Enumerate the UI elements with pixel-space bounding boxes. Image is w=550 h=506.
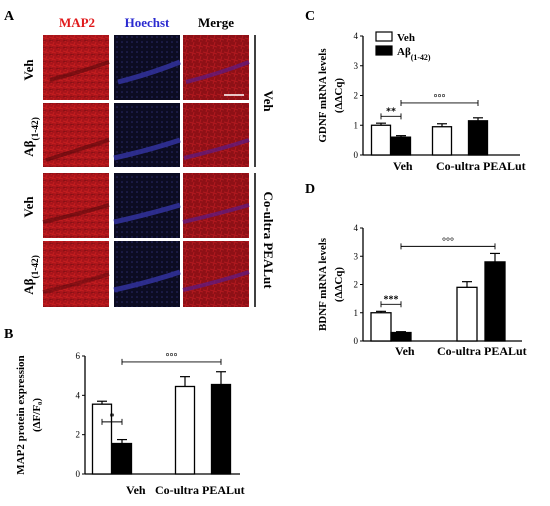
panel-letter-d: D bbox=[305, 182, 315, 197]
y-tick-label: 4 bbox=[354, 31, 359, 41]
bar bbox=[111, 442, 133, 475]
group-label: Co-ultra PEALut bbox=[436, 159, 526, 173]
row-label-2: Aβ(1-42) bbox=[21, 117, 41, 157]
group-label: Veh bbox=[393, 159, 413, 173]
legend-label: Veh bbox=[397, 32, 415, 44]
group-label-veh: Veh bbox=[261, 90, 276, 112]
group-label: Veh bbox=[126, 483, 146, 497]
bar bbox=[174, 385, 196, 475]
group-label: Co-ultra PEALut bbox=[437, 344, 527, 358]
y-tick-label: 2 bbox=[354, 280, 359, 290]
y-tick-label: 4 bbox=[354, 223, 359, 233]
significance-marker: *** bbox=[384, 294, 399, 305]
header-merge: Merge bbox=[198, 15, 234, 30]
header-hoechst: Hoechst bbox=[125, 15, 170, 30]
significance-marker: °°° bbox=[434, 93, 446, 104]
y-axis-label-unit: (ΔΔCq) bbox=[333, 78, 345, 114]
bar bbox=[370, 124, 392, 156]
bar bbox=[390, 136, 412, 156]
y-tick-label: 4 bbox=[76, 390, 81, 400]
legend-label: Aβ(1-42) bbox=[397, 46, 431, 62]
bar bbox=[431, 126, 453, 156]
legend-swatch bbox=[375, 31, 393, 42]
y-tick-label: 0 bbox=[354, 150, 359, 160]
micrograph-hoechst-veh-coultra bbox=[114, 173, 180, 238]
micrograph-merge-veh-coultra bbox=[183, 173, 249, 238]
bar bbox=[456, 286, 478, 342]
header-map2: MAP2 bbox=[59, 15, 95, 30]
chart-map2: 0 2 4 6 MAP2 protein expression (ΔF/F₀) * °°° Ve… bbox=[15, 351, 245, 497]
chart-bdnf: 0 1 2 3 4 BDNF mRNA levels (ΔΔCq) *** °°° Veh Co-u… bbox=[317, 223, 527, 358]
bar bbox=[467, 120, 489, 156]
significance-marker: ** bbox=[386, 106, 396, 117]
y-axis-label: GDNF mRNA levels bbox=[317, 48, 329, 143]
bar bbox=[390, 331, 412, 342]
chart-gdnf: 0 1 2 3 4 GDNF mRNA levels (ΔΔCq) ** °°° Veh Co-ul… bbox=[317, 31, 526, 173]
bar bbox=[484, 261, 506, 342]
bar bbox=[210, 383, 232, 475]
row-label-1: Veh bbox=[21, 59, 36, 81]
significance-marker: °°° bbox=[166, 352, 178, 363]
significance-marker: °°° bbox=[442, 236, 454, 247]
panel-letter-b: B bbox=[4, 327, 13, 342]
y-axis-label: MAP2 protein expression bbox=[15, 355, 27, 474]
y-axis-label: BDNF mRNA levels bbox=[317, 237, 329, 331]
bar bbox=[370, 312, 392, 342]
y-tick-label: 1 bbox=[354, 308, 359, 318]
group-label: Veh bbox=[395, 344, 415, 358]
y-tick-label: 1 bbox=[354, 120, 359, 130]
y-tick-label: 2 bbox=[76, 430, 81, 440]
row-label-4: Aβ(1-42) bbox=[21, 255, 41, 295]
y-axis-label-unit: (ΔΔCq) bbox=[333, 267, 345, 303]
group-label-coultra: Co-ultra PEALut bbox=[261, 191, 276, 289]
micrograph-map2-veh-coultra bbox=[43, 173, 109, 238]
micrograph-map2-veh-veh bbox=[43, 35, 109, 100]
panel-letter-c: C bbox=[305, 9, 315, 24]
legend-swatch bbox=[375, 45, 393, 56]
y-axis-label-unit: (ΔF/F₀) bbox=[31, 398, 43, 432]
y-tick-label: 2 bbox=[354, 91, 359, 101]
row-label-3: Veh bbox=[21, 196, 36, 218]
y-tick-label: 6 bbox=[76, 351, 81, 361]
group-label: Co-ultra PEALut bbox=[155, 483, 245, 497]
panel-letter-a: A bbox=[4, 9, 15, 24]
y-tick-label: 0 bbox=[76, 469, 81, 479]
y-tick-label: 3 bbox=[354, 251, 359, 261]
y-tick-label: 0 bbox=[354, 336, 359, 346]
y-tick-label: 3 bbox=[354, 61, 359, 71]
significance-marker: * bbox=[110, 412, 115, 423]
micrograph-grid bbox=[42, 35, 250, 307]
micrograph-map2-abeta-coultra bbox=[43, 241, 109, 307]
